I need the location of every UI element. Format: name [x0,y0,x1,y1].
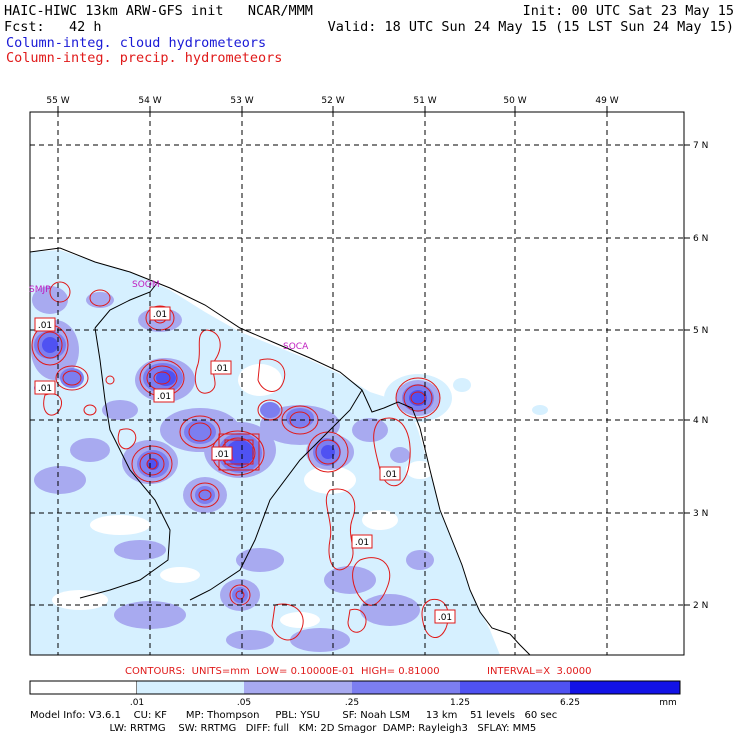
lat-label: 6 N [693,234,708,244]
colorbar-segment [29,680,138,695]
colorbar-segment [137,681,244,694]
contour-interval: INTERVAL=X 3.0000 [487,666,592,677]
lat-label: 5 N [693,326,708,336]
colorbar-segment [352,681,460,694]
valid-time: Valid: 18 UTC Sun 24 May 15 (15 LST Sun … [327,19,734,35]
contour-label: .01 [157,392,171,402]
station-label: SMJP [29,285,51,295]
contour-label: .01 [438,613,452,623]
colorbar-segment [460,681,570,694]
colorbar-tick: .25 [345,698,359,708]
contour-label: .01 [383,470,397,480]
contour-label: .01 [153,310,167,320]
contour-label: .01 [355,538,369,548]
colorbar-tick: .01 [130,698,144,708]
lon-label: 54 W [138,96,161,106]
init-time: Init: 00 UTC Sat 23 May 15 [522,3,734,19]
lat-label: 2 N [693,601,708,611]
contour-info: CONTOURS: UNITS=mm LOW= 0.10000E-01 HIGH… [125,666,440,677]
axis-ticks [57,106,690,606]
lat-label: 4 N [693,416,708,426]
station-label: SOOM [132,280,160,290]
lon-label: 50 W [503,96,526,106]
contour-label: .01 [38,384,52,394]
run-title: HAIC-HIWC 13km ARW-GFS init NCAR/MMM [4,3,313,19]
latitude-labels: 7 N 6 N 5 N 4 N 3 N 2 N [693,141,708,611]
colorbar-segment [244,681,352,694]
lon-label: 49 W [595,96,618,106]
colorbar-units: mm [659,698,677,708]
colorbar-tick: 1.25 [450,698,470,708]
field-label-precip: Column-integ. precip. hydrometeors [6,50,283,66]
station-label: SOCA [283,342,309,352]
colorbar: .01 .05 .25 1.25 6.25 mm [29,680,681,708]
contour-labels: .01 .01 .01 .01 .01 .01 .01 .01 .01 [34,306,456,624]
lat-lon-grid [30,112,684,655]
contour-label: .01 [215,450,229,460]
lat-label: 7 N [693,141,708,151]
lon-label: 53 W [230,96,253,106]
plot-frame [29,111,685,656]
colorbar-segment [570,681,680,694]
forecast-hour: Fcst: 42 h [4,19,102,35]
lon-label: 55 W [46,96,69,106]
contour-label: .01 [38,321,52,331]
lon-label: 51 W [413,96,436,106]
field-label-cloud: Column-integ. cloud hydrometeors [6,35,267,51]
contour-label: .01 [214,364,228,374]
model-info-line2: LW: RRTMG SW: RRTMG DIFF: full KM: 2D Sm… [30,723,537,734]
coastline [30,247,531,655]
colorbar-tick: .05 [237,698,251,708]
lon-label: 52 W [321,96,344,106]
hydrometeor-shading [30,250,548,655]
colorbar-tick: 6.25 [560,698,580,708]
model-info-line1: Model Info: V3.6.1 CU: KF MP: Thompson P… [30,710,558,721]
longitude-labels: 55 W 54 W 53 W 52 W 51 W 50 W 49 W [46,96,618,106]
lat-label: 3 N [693,509,708,519]
